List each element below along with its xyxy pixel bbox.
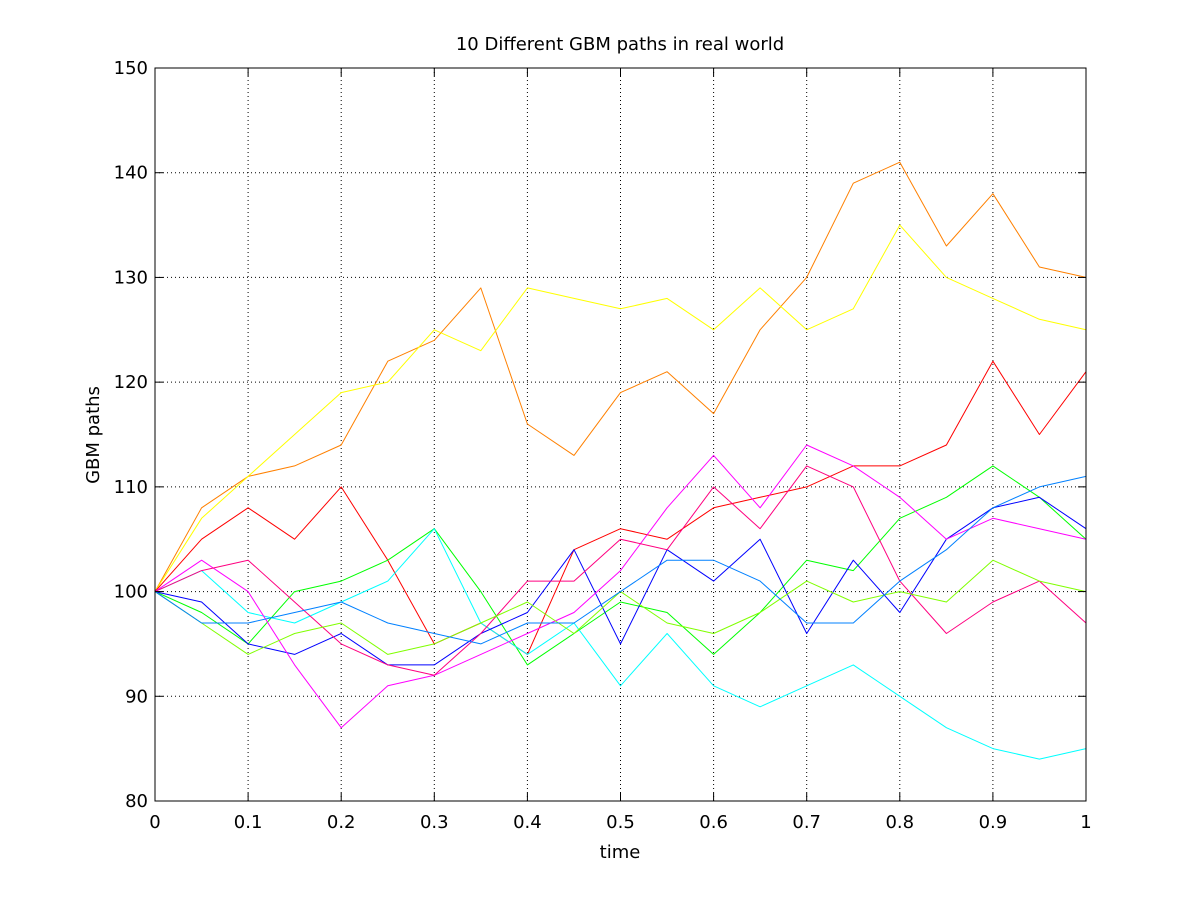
series-lines [154, 161, 1087, 760]
y-tick-label: 90 [125, 686, 148, 707]
x-tick-label: 0.3 [420, 812, 449, 833]
x-tick-label: 0.1 [234, 812, 263, 833]
chart-title: 10 Different GBM paths in real world [456, 34, 784, 55]
x-tick-label: 1 [1080, 812, 1091, 833]
y-axis-label: GBM paths [83, 386, 104, 484]
series-line-2 [154, 224, 1087, 592]
y-tick-label: 140 [114, 163, 148, 184]
y-tick-label: 150 [114, 58, 148, 79]
plot-area [155, 68, 1086, 801]
y-tick-label: 80 [125, 791, 148, 812]
x-tick-label: 0.9 [979, 812, 1008, 833]
y-tick-label: 130 [114, 267, 148, 288]
x-tick-label: 0.7 [792, 812, 821, 833]
x-tick-label: 0.2 [327, 812, 356, 833]
y-tick-label: 120 [114, 372, 148, 393]
x-tick-label: 0.6 [699, 812, 728, 833]
y-tick-label: 100 [114, 582, 148, 603]
x-tick-label: 0.4 [513, 812, 542, 833]
axis-ticks: 0 0.1 0.2 0.3 0.4 0.5 0.6 0.7 0.8 0.9 1 80 90 100 110 1… [114, 58, 1092, 833]
series-line-4 [154, 465, 1087, 666]
x-axis-label: time [600, 842, 641, 863]
x-tick-label: 0 [149, 812, 160, 833]
series-line-10 [154, 475, 1087, 645]
x-tick-label: 0.5 [606, 812, 635, 833]
y-tick-label: 110 [114, 477, 148, 498]
series-line-3 [154, 360, 1087, 655]
series-line-8 [154, 465, 1087, 676]
series-line-6 [154, 496, 1087, 666]
series-line-1 [154, 161, 1087, 592]
series-line-7 [154, 444, 1087, 729]
x-tick-label: 0.8 [885, 812, 914, 833]
